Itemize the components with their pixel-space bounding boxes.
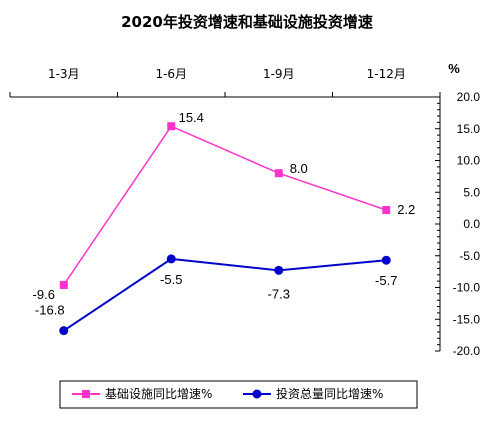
y-tick-label: 15.0 — [457, 122, 481, 136]
y-tick-label: -15.0 — [453, 312, 481, 326]
y-axis-ticks: 20.0 15.0 10.0 5.0 0.0 -5.0 -10.0 -15.0 -20.0 — [435, 90, 480, 358]
data-label: -5.5 — [160, 272, 182, 287]
y-tick-label: -5.0 — [459, 249, 480, 263]
y-tick-label: -10.0 — [453, 281, 481, 295]
data-point — [167, 122, 176, 131]
data-label: -9.6 — [33, 287, 55, 302]
legend-label: 投资总量同比增速% — [276, 386, 383, 401]
x-category-label: 1-6月 — [155, 67, 187, 81]
y-tick-label: 5.0 — [463, 185, 480, 199]
data-labels: -9.6 15.4 8.0 2.2 -16.8 -5.5 -7.3 -5.7 — [33, 110, 416, 317]
data-point — [59, 326, 69, 336]
x-category-label: 1-12月 — [367, 67, 406, 81]
series-group — [59, 122, 391, 336]
legend-box — [59, 380, 418, 409]
legend-marker — [252, 389, 262, 399]
x-category-label: 1-9月 — [263, 67, 295, 81]
data-point — [274, 265, 284, 275]
legend-marker — [82, 390, 90, 398]
unit-label: % — [448, 61, 460, 76]
y-tick-label: 20.0 — [457, 90, 481, 104]
data-label: 8.0 — [290, 161, 308, 176]
y-tick-label: -20.0 — [453, 344, 481, 358]
series-line — [63, 125, 387, 286]
legend-label: 基础设施同比增速% — [105, 387, 212, 401]
data-label: -16.8 — [35, 303, 65, 318]
data-point — [382, 206, 391, 215]
data-label: 15.4 — [179, 110, 204, 125]
x-axis-categories: 1-3月 1-6月 1-9月 1-12月 — [48, 67, 406, 81]
chart-title: 2020年投资增速和基础设施投资增速 — [121, 13, 373, 31]
data-point — [381, 255, 391, 265]
x-category-label: 1-3月 — [48, 67, 80, 81]
data-label: 2.2 — [397, 202, 415, 217]
data-label: -5.7 — [375, 273, 397, 288]
data-label: -7.3 — [268, 286, 290, 301]
y-tick-label: 10.0 — [457, 154, 481, 168]
axes — [9, 92, 441, 351]
series-line — [63, 257, 387, 332]
data-point — [166, 254, 176, 264]
legend: 基础设施同比增速% 投资总量同比增速% — [59, 380, 418, 409]
data-point — [59, 280, 68, 289]
data-point — [274, 169, 283, 178]
y-tick-label: 0.0 — [463, 217, 480, 231]
